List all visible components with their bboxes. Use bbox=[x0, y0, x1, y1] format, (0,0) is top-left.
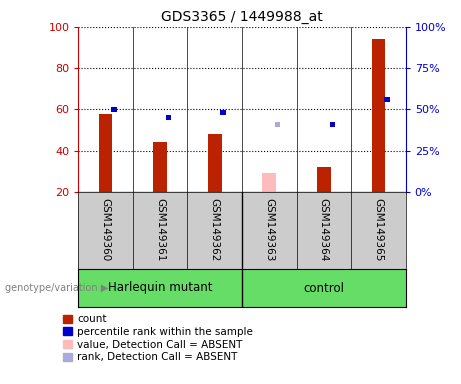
Text: GSM149360: GSM149360 bbox=[100, 198, 111, 262]
Bar bbox=[317, 167, 331, 192]
Legend: count, percentile rank within the sample, value, Detection Call = ABSENT, rank, : count, percentile rank within the sample… bbox=[60, 313, 255, 364]
Bar bbox=[154, 142, 167, 192]
Text: GSM149364: GSM149364 bbox=[319, 198, 329, 262]
Title: GDS3365 / 1449988_at: GDS3365 / 1449988_at bbox=[161, 10, 323, 25]
Bar bbox=[166, 115, 171, 120]
Text: GSM149365: GSM149365 bbox=[373, 198, 384, 262]
Bar bbox=[330, 122, 335, 127]
Text: GSM149361: GSM149361 bbox=[155, 198, 165, 262]
Text: GSM149362: GSM149362 bbox=[210, 198, 220, 262]
Bar bbox=[208, 134, 222, 192]
Text: GSM149363: GSM149363 bbox=[264, 198, 274, 262]
Bar bbox=[262, 174, 276, 192]
Text: genotype/variation ▶: genotype/variation ▶ bbox=[5, 283, 108, 293]
Bar bbox=[384, 97, 390, 102]
Text: control: control bbox=[303, 281, 344, 295]
Bar bbox=[112, 107, 117, 112]
Bar bbox=[99, 114, 112, 192]
Text: Harlequin mutant: Harlequin mutant bbox=[108, 281, 213, 295]
Bar bbox=[372, 39, 385, 192]
Bar bbox=[275, 122, 280, 127]
Bar bbox=[220, 110, 226, 115]
